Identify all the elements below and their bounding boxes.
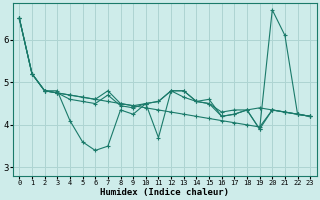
X-axis label: Humidex (Indice chaleur): Humidex (Indice chaleur) [100,188,229,197]
